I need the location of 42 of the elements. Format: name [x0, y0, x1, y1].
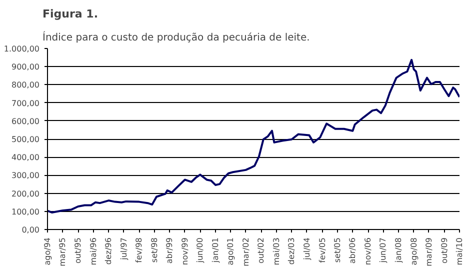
chart-title: Figura 1. [42, 8, 98, 20]
x-tick-label: fev/98 [134, 237, 144, 263]
x-tick-label: mar/95 [58, 238, 68, 266]
x-tick-label: ago/94 [43, 238, 52, 266]
y-tick-label: 900,00 [12, 62, 40, 72]
x-tick-label: dez/96 [104, 237, 114, 265]
x-tick-label: out/95 [74, 237, 83, 264]
y-tick-label: 0,00 [22, 226, 40, 234]
x-tick-label: mai/10 [455, 237, 464, 266]
x-tick-label: ago/08 [409, 238, 418, 266]
x-tick-label: out/09 [440, 237, 449, 264]
x-tick-label: mar/02 [241, 238, 250, 266]
x-tick-label: fev/05 [318, 237, 327, 263]
x-tick-label: dez/03 [287, 237, 296, 265]
x-tick-label: set/98 [150, 237, 159, 263]
x-tick-label: nov/06 [364, 237, 373, 266]
x-tick-label: jun/00 [196, 237, 205, 264]
y-tick-label: 1.000,00 [4, 44, 40, 54]
x-tick-label: jul/97 [119, 238, 128, 261]
y-tick-label: 800,00 [12, 80, 40, 90]
y-tick-label: 200,00 [12, 189, 40, 198]
y-tick-label: 100,00 [12, 207, 40, 216]
y-tick-label: 700,00 [12, 98, 40, 108]
x-tick-label: abr/06 [348, 237, 358, 264]
y-tick-label: 300,00 [12, 171, 40, 180]
x-tick-label: out/02 [256, 237, 266, 264]
y-tick-label: 400,00 [12, 153, 40, 162]
y-tick-label: 500,00 [12, 135, 40, 144]
x-tick-label: set/05 [333, 237, 342, 263]
x-tick-label: mar/09 [424, 238, 434, 266]
x-tick-label: ago/01 [226, 238, 236, 266]
x-tick-label: mai/03 [272, 237, 281, 266]
chart-subtitle: Índice para o custo de produção da pecuária de leite. [42, 30, 310, 44]
line-series [48, 58, 460, 214]
x-tick-label: jan/01 [210, 237, 220, 264]
x-tick-label: jul/04 [302, 238, 312, 261]
x-tick-label: jan/08 [394, 237, 404, 264]
y-tick-label: 600,00 [12, 116, 40, 126]
x-tick-label: nov/99 [180, 237, 190, 266]
x-tick-label: mai/96 [88, 237, 98, 266]
x-tick-label: jun/07 [378, 237, 388, 264]
x-tick-label: abr/99 [165, 237, 174, 264]
